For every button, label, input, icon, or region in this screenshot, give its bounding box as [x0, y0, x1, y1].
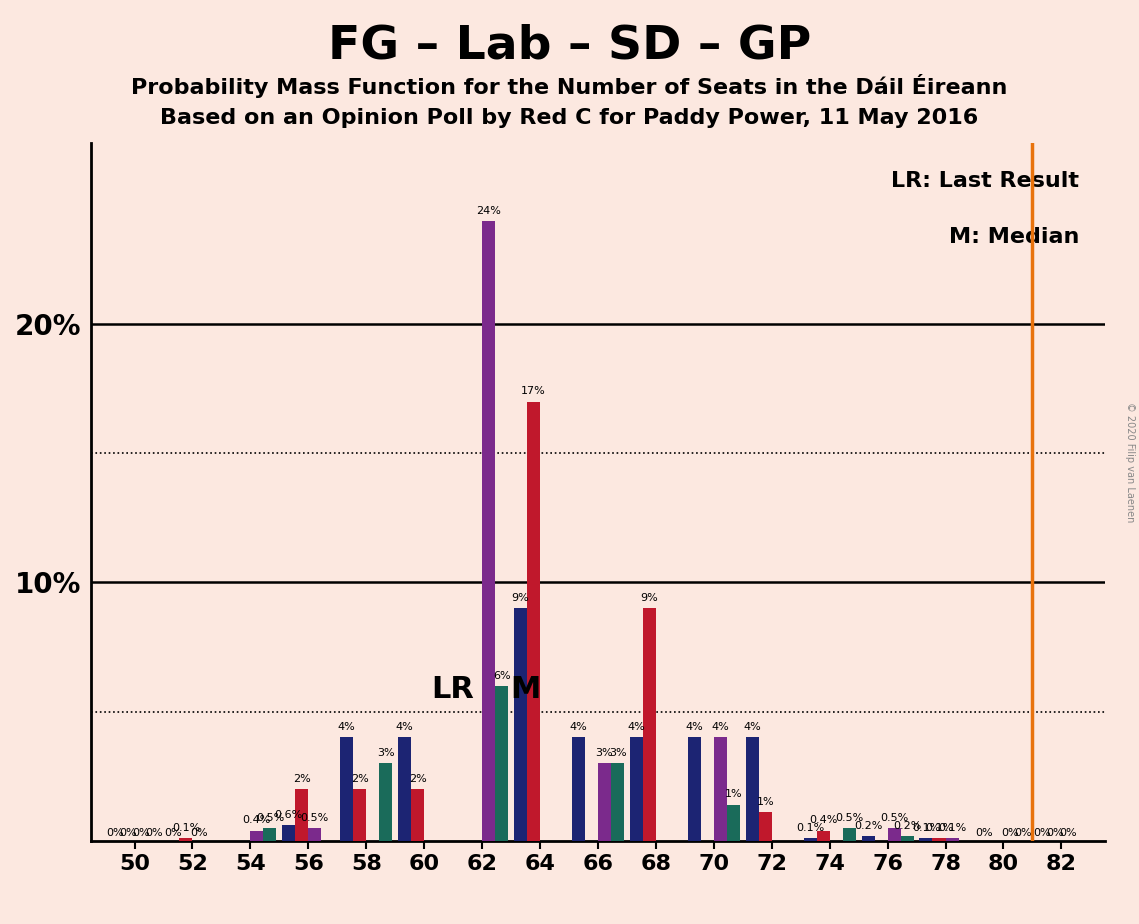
Text: 2%: 2% [351, 774, 369, 784]
Text: 2%: 2% [293, 774, 311, 784]
Text: LR: Last Result: LR: Last Result [892, 171, 1080, 191]
Text: 4%: 4% [570, 723, 588, 733]
Bar [901, 835, 913, 841]
Text: 0.5%: 0.5% [256, 813, 284, 822]
Bar [251, 831, 263, 841]
Text: 17%: 17% [522, 386, 546, 396]
Text: M: Median: M: Median [949, 227, 1080, 247]
Text: 2%: 2% [409, 774, 426, 784]
Bar [341, 737, 353, 841]
Text: 0%: 0% [975, 828, 993, 838]
Bar [945, 838, 959, 841]
Bar [399, 737, 411, 841]
Bar [843, 828, 855, 841]
Text: 0.2%: 0.2% [893, 821, 921, 831]
Bar [933, 838, 945, 841]
Text: Based on an Opinion Poll by Red C for Paddy Power, 11 May 2016: Based on an Opinion Poll by Red C for Pa… [161, 108, 978, 128]
Text: 0.1%: 0.1% [796, 823, 825, 833]
Text: 0%: 0% [1001, 828, 1018, 838]
Bar [411, 789, 424, 841]
Text: 0.1%: 0.1% [937, 823, 966, 833]
Bar [482, 221, 495, 841]
Text: 0.1%: 0.1% [172, 823, 200, 833]
Text: 4%: 4% [712, 723, 729, 733]
Text: 1%: 1% [724, 789, 743, 799]
Text: 9%: 9% [511, 593, 530, 603]
Text: LR: LR [432, 675, 475, 704]
Bar [180, 838, 192, 841]
Text: 4%: 4% [395, 723, 413, 733]
Text: 3%: 3% [377, 748, 394, 759]
Text: 24%: 24% [476, 205, 501, 215]
Text: 3%: 3% [608, 748, 626, 759]
Bar [887, 828, 901, 841]
Bar [379, 763, 392, 841]
Text: 0%: 0% [1059, 828, 1076, 838]
Bar [746, 737, 759, 841]
Text: 0%: 0% [146, 828, 163, 838]
Text: 4%: 4% [744, 723, 761, 733]
Text: 4%: 4% [338, 723, 355, 733]
Bar [353, 789, 367, 841]
Bar [598, 763, 611, 841]
Bar [919, 838, 933, 841]
Text: 0.2%: 0.2% [854, 821, 883, 831]
Text: 0.4%: 0.4% [243, 815, 271, 825]
Text: 0%: 0% [164, 828, 182, 838]
Text: 0.5%: 0.5% [880, 813, 908, 822]
Bar [727, 805, 740, 841]
Text: 4%: 4% [628, 723, 645, 733]
Text: 0%: 0% [120, 828, 137, 838]
Text: 0%: 0% [106, 828, 124, 838]
Bar [295, 789, 309, 841]
Text: 1%: 1% [756, 797, 775, 808]
Bar [282, 825, 295, 841]
Text: 0%: 0% [1033, 828, 1050, 838]
Text: 0.1%: 0.1% [912, 823, 940, 833]
Bar [630, 737, 642, 841]
Bar [495, 686, 508, 841]
Bar [688, 737, 700, 841]
Text: 3%: 3% [596, 748, 613, 759]
Bar [642, 608, 656, 841]
Text: FG – Lab – SD – GP: FG – Lab – SD – GP [328, 23, 811, 68]
Bar [309, 828, 321, 841]
Text: 0%: 0% [190, 828, 207, 838]
Text: 0.5%: 0.5% [835, 813, 863, 822]
Bar [817, 831, 829, 841]
Bar [759, 812, 772, 841]
Bar [804, 838, 817, 841]
Bar [263, 828, 277, 841]
Text: 4%: 4% [686, 723, 703, 733]
Text: 6%: 6% [493, 671, 510, 681]
Text: © 2020 Filip van Laenen: © 2020 Filip van Laenen [1125, 402, 1134, 522]
Text: M: M [510, 675, 541, 704]
Bar [714, 737, 727, 841]
Text: 9%: 9% [640, 593, 658, 603]
Bar [572, 737, 585, 841]
Text: 0.5%: 0.5% [301, 813, 329, 822]
Bar [611, 763, 624, 841]
Bar [514, 608, 527, 841]
Text: 0%: 0% [132, 828, 150, 838]
Bar [861, 835, 875, 841]
Text: 0.6%: 0.6% [274, 810, 303, 821]
Text: 0.1%: 0.1% [925, 823, 953, 833]
Text: Probability Mass Function for the Number of Seats in the Dáil Éireann: Probability Mass Function for the Number… [131, 74, 1008, 98]
Text: 0.4%: 0.4% [809, 815, 837, 825]
Bar [527, 402, 540, 841]
Text: 0%: 0% [1046, 828, 1064, 838]
Text: 0%: 0% [1014, 828, 1032, 838]
